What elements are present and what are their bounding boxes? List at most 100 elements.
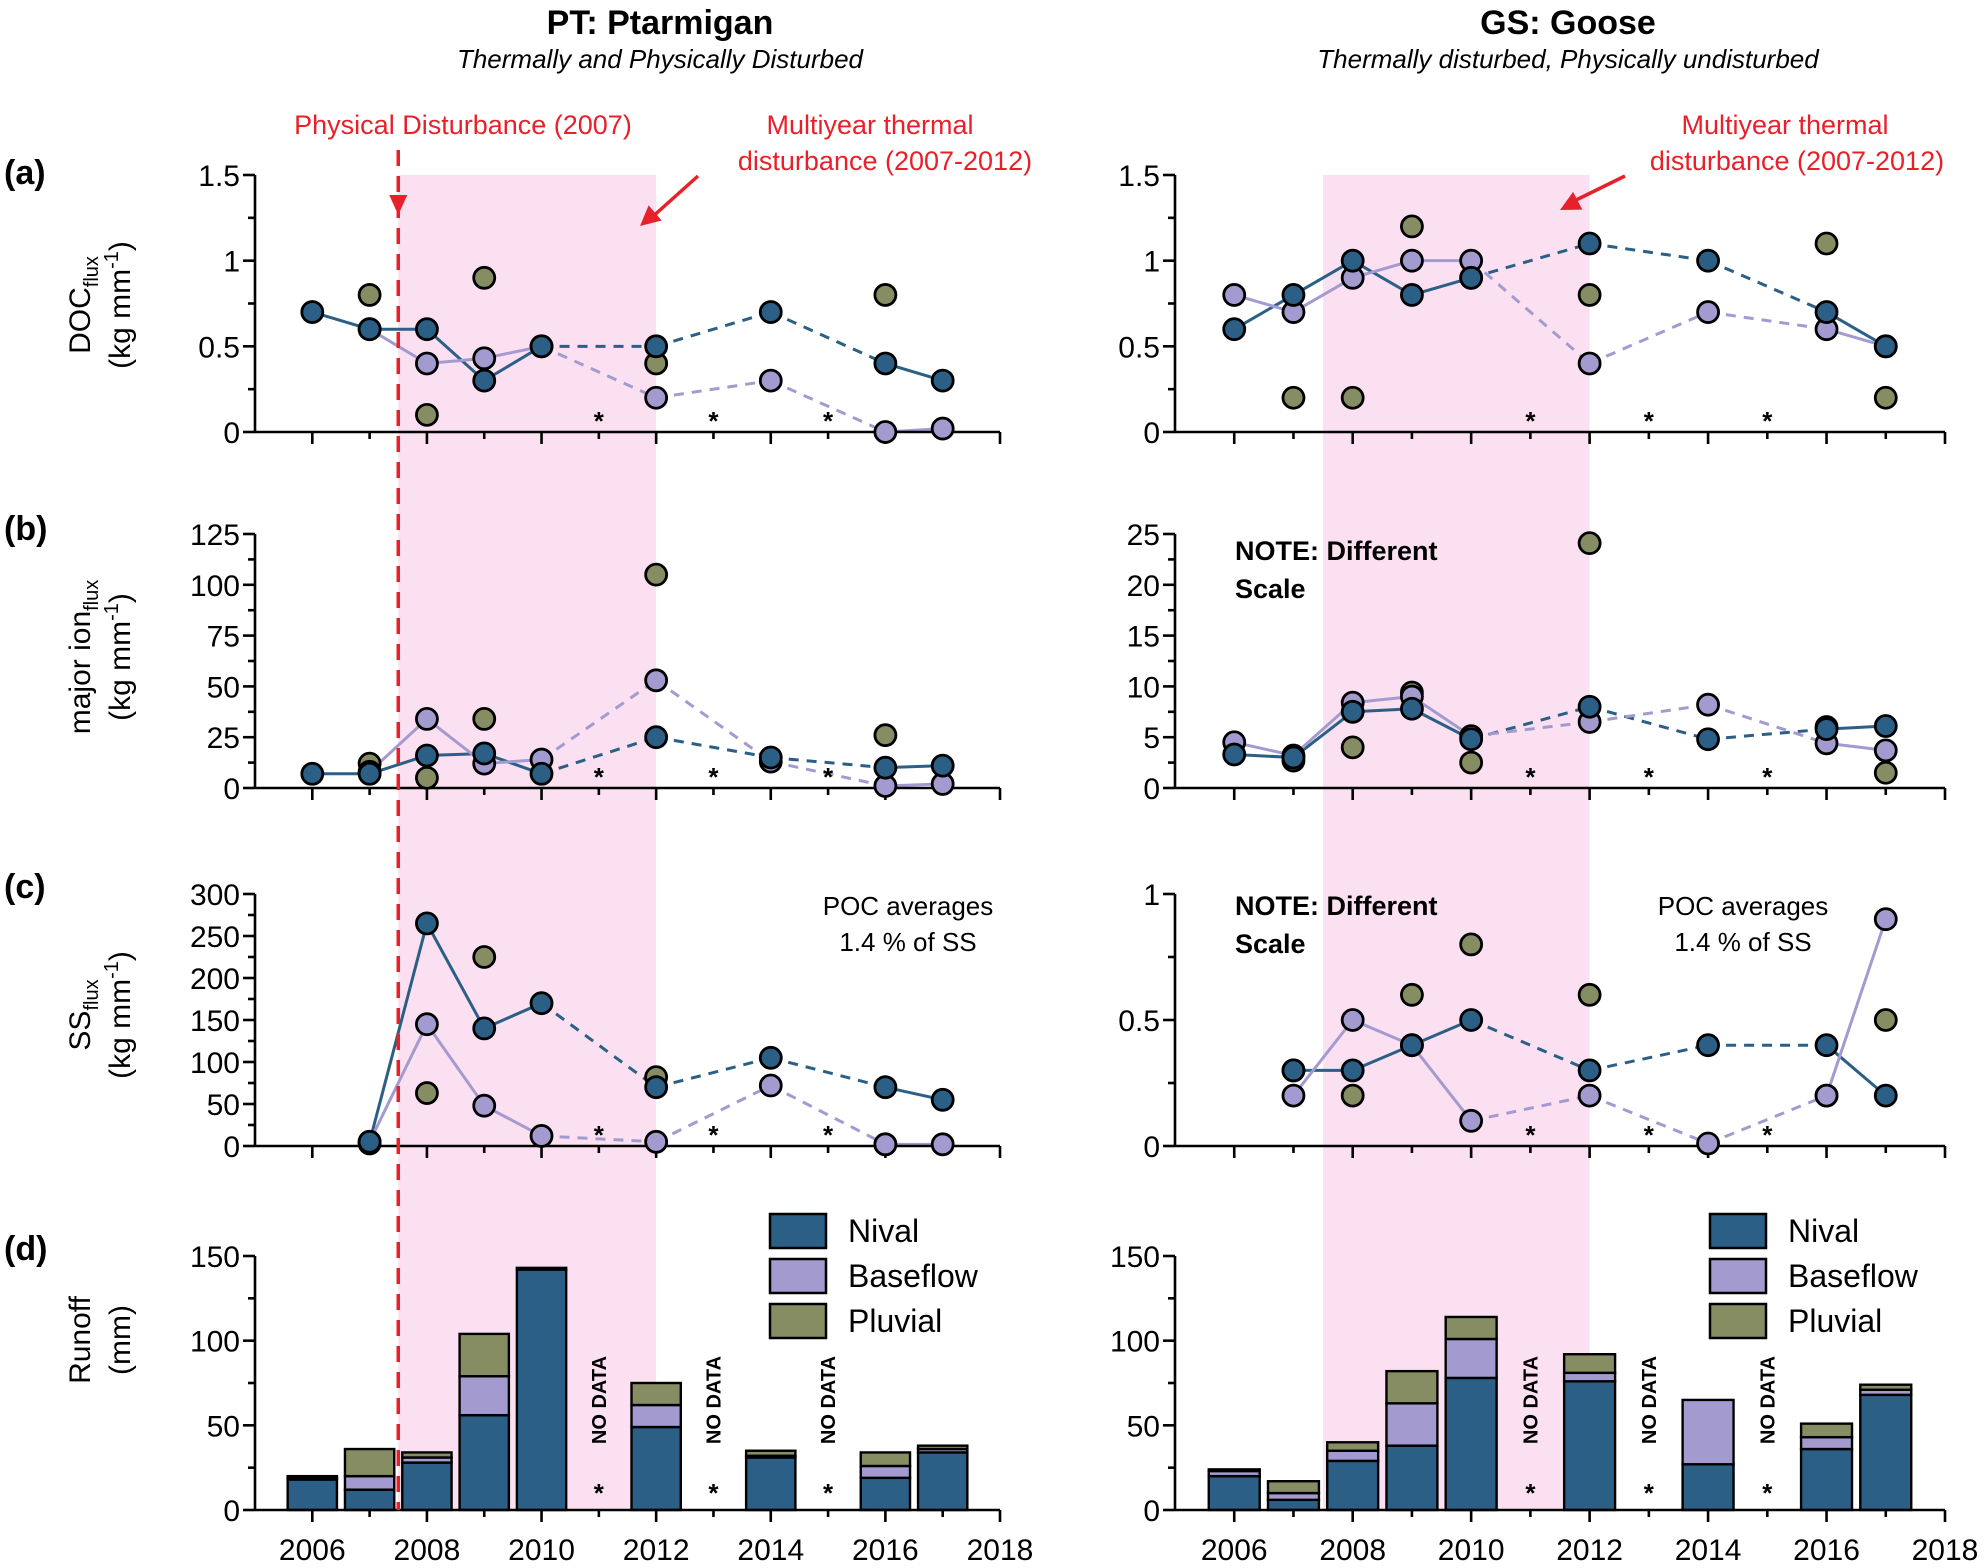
y-tick-label-a-pt: 1.5 bbox=[198, 160, 240, 193]
series-line-baseflow-b-pt bbox=[540, 679, 658, 761]
series-line-nival-b-pt bbox=[655, 735, 772, 759]
missing-star-c-gs: * bbox=[1644, 1120, 1655, 1150]
y-tick-label-a-gs: 0 bbox=[1143, 417, 1160, 450]
point-nival-c-pt bbox=[873, 1075, 898, 1100]
point-baseflow-a-pt bbox=[472, 346, 497, 371]
bar-pluvial-d-gs bbox=[1562, 1353, 1617, 1375]
series-line-nival-c-pt bbox=[368, 923, 429, 1143]
y-tick-label-b-pt: 100 bbox=[190, 570, 240, 603]
point-nival-b-pt bbox=[758, 745, 783, 770]
bar-pluvial-d-pt bbox=[286, 1474, 339, 1480]
panel-letter-d: (d) bbox=[4, 1230, 47, 1268]
point-baseflow-c-pt bbox=[930, 1132, 955, 1157]
missing-star-c-gs: * bbox=[1762, 1120, 1773, 1150]
point-nival-a-pt bbox=[472, 368, 497, 393]
bar-baseflow-d-gs bbox=[1799, 1435, 1854, 1451]
point-baseflow-c-gs bbox=[1281, 1083, 1306, 1108]
point-baseflow-a-pt bbox=[644, 385, 669, 410]
point-nival-c-gs bbox=[1281, 1058, 1306, 1083]
point-nival-a-pt bbox=[415, 317, 439, 342]
point-pluvial-a-pt bbox=[873, 283, 898, 307]
pt-site-subtitle: Thermally and Physically Disturbed bbox=[457, 44, 865, 74]
series-line-baseflow-c-pt bbox=[655, 1084, 772, 1144]
point-nival-a-gs bbox=[1577, 231, 1602, 256]
point-nival-b-gs bbox=[1814, 717, 1839, 741]
series-line-nival-a-gs bbox=[1589, 242, 1709, 263]
gs-b-note-line2: Scale bbox=[1235, 574, 1306, 604]
x-tick-label-d-gs: 2006 bbox=[1201, 1534, 1268, 1567]
point-nival-b-gs bbox=[1873, 714, 1898, 738]
point-baseflow-a-gs bbox=[1577, 351, 1602, 376]
bar-nival-d-pt bbox=[744, 1456, 797, 1512]
y-tick-label-c-pt: 300 bbox=[190, 879, 240, 912]
series-line-baseflow-c-gs bbox=[1825, 918, 1888, 1097]
bar-pluvial-d-pt bbox=[515, 1266, 568, 1271]
ylabel-b-units: (kg mm bbox=[104, 621, 137, 721]
legend-gs-label-baseflow: Baseflow bbox=[1788, 1258, 1919, 1294]
series-line-baseflow-a-pt bbox=[655, 379, 771, 400]
series-line-baseflow-a-pt bbox=[770, 379, 886, 434]
no-data-star-d-pt: * bbox=[708, 1478, 719, 1508]
point-baseflow-b-gs bbox=[1696, 692, 1720, 717]
point-nival-b-pt bbox=[357, 761, 382, 786]
ylabel-b: major ionflux (kg mm-1) bbox=[64, 580, 137, 735]
point-nival-a-gs bbox=[1281, 283, 1306, 307]
pt-poc-line2: 1.4 % of SS bbox=[839, 927, 976, 957]
point-baseflow-b-pt bbox=[644, 668, 669, 693]
x-tick-label-d-pt: 2012 bbox=[623, 1534, 690, 1567]
bar-pluvial-d-gs bbox=[1859, 1383, 1913, 1391]
point-nival-a-gs bbox=[1459, 265, 1484, 290]
point-pluvial-c-gs bbox=[1459, 932, 1484, 957]
bar-pluvial-d-pt bbox=[630, 1381, 682, 1407]
legend-pt-label-baseflow: Baseflow bbox=[848, 1258, 979, 1294]
gs-b-note-line1: NOTE: Different bbox=[1235, 536, 1438, 566]
missing-star-b-pt: * bbox=[594, 762, 605, 792]
point-nival-c-pt bbox=[472, 1016, 497, 1041]
gs-poc-line2: 1.4 % of SS bbox=[1674, 927, 1811, 957]
x-tick-label-d-gs: 2018 bbox=[1912, 1534, 1979, 1567]
series-line-baseflow-c-pt bbox=[770, 1084, 887, 1146]
series-line-baseflow-a-gs bbox=[1470, 259, 1591, 365]
point-baseflow-c-pt bbox=[472, 1093, 497, 1118]
y-tick-label-d-gs: 150 bbox=[1110, 1241, 1160, 1274]
y-tick-label-c-pt: 200 bbox=[190, 963, 240, 996]
bar-baseflow-d-gs bbox=[1444, 1337, 1498, 1380]
series-line-nival-b-pt bbox=[770, 756, 886, 770]
bar-nival-d-pt bbox=[458, 1413, 511, 1512]
point-baseflow-a-pt bbox=[415, 351, 439, 376]
ylabel-c: SSflux (kg mm-1) bbox=[64, 951, 137, 1079]
ylabel-b-main: major ion bbox=[64, 611, 97, 734]
point-pluvial-b-gs bbox=[1340, 735, 1365, 760]
bar-nival-d-gs bbox=[1444, 1376, 1498, 1512]
point-baseflow-c-pt bbox=[644, 1129, 669, 1154]
missing-star-a-pt: * bbox=[823, 406, 834, 436]
point-nival-b-pt bbox=[415, 743, 439, 768]
legend-pt-swatch-pluvial bbox=[768, 1302, 828, 1340]
point-nival-c-pt bbox=[357, 1129, 382, 1154]
bar-nival-d-pt bbox=[916, 1451, 969, 1512]
bar-baseflow-d-gs bbox=[1562, 1371, 1617, 1383]
point-nival-b-gs bbox=[1696, 727, 1720, 752]
point-baseflow-c-pt bbox=[529, 1124, 554, 1148]
legend-gs-swatch-baseflow bbox=[1708, 1257, 1768, 1295]
svg-text:(kg mm-1): (kg mm-1) bbox=[101, 593, 137, 721]
y-tick-label-c-pt: 100 bbox=[190, 1047, 240, 1080]
point-nival-c-gs bbox=[1459, 1008, 1484, 1032]
bar-baseflow-d-gs bbox=[1326, 1449, 1380, 1463]
series-line-nival-b-gs bbox=[1707, 727, 1827, 741]
panel-letter-b: (b) bbox=[4, 510, 47, 548]
legend-pt-label-nival: Nival bbox=[848, 1213, 919, 1249]
y-tick-label-b-gs: 0 bbox=[1143, 773, 1160, 806]
no-data-star-d-gs: * bbox=[1644, 1478, 1655, 1508]
series-line-baseflow-c-gs bbox=[1410, 1044, 1473, 1122]
bar-nival-d-gs bbox=[1562, 1380, 1617, 1512]
bar-nival-d-pt bbox=[859, 1476, 912, 1512]
bar-pluvial-d-gs bbox=[1799, 1422, 1854, 1439]
y-tick-label-c-pt: 250 bbox=[190, 921, 240, 954]
panel-letter-a: (a) bbox=[4, 154, 46, 192]
ylabel-c-main: SS bbox=[64, 1011, 97, 1051]
series-line-baseflow-b-gs bbox=[1589, 703, 1709, 724]
series-line-baseflow-a-pt bbox=[540, 344, 657, 400]
ylabel-b-sup: -1 bbox=[101, 603, 123, 621]
point-nival-a-gs bbox=[1873, 334, 1898, 359]
